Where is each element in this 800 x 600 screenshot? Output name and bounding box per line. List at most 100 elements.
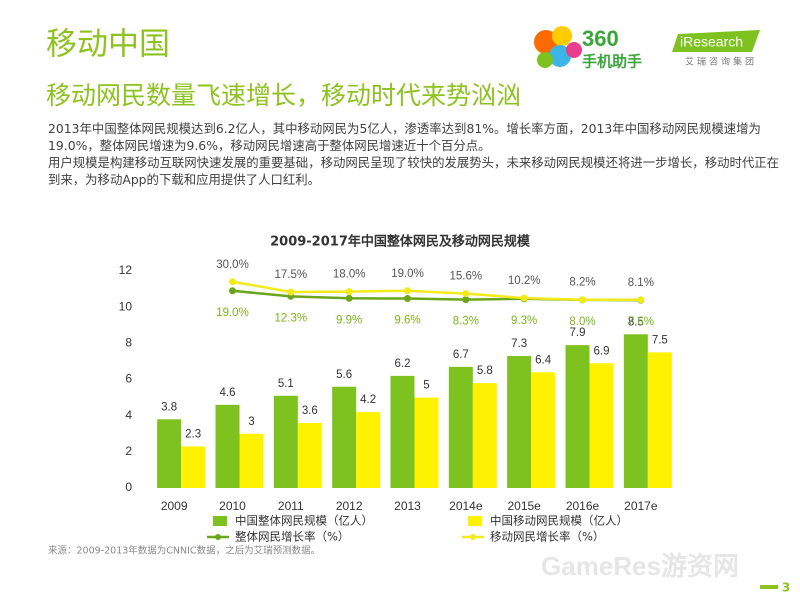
line-point bbox=[462, 296, 470, 304]
line bbox=[232, 280, 641, 302]
line-point bbox=[404, 287, 411, 295]
line-point bbox=[462, 290, 470, 298]
legend-marker bbox=[470, 534, 476, 540]
bar bbox=[623, 334, 648, 488]
bar-value-label: 2.3 bbox=[185, 428, 201, 440]
bar-value-label: 3 bbox=[248, 416, 254, 428]
bar bbox=[472, 383, 497, 488]
line-point bbox=[579, 296, 586, 304]
bar-value-label: 8.5 bbox=[628, 316, 644, 328]
chart-title: 2009-2017年中国整体网民及移动网民规模 bbox=[270, 234, 531, 250]
bar-value-label: 5.1 bbox=[278, 378, 294, 390]
bar-value-label: 4.6 bbox=[220, 387, 236, 399]
paragraph: 2013年中国整体网民规模达到6.2亿人，其中移动网民为5亿人，渗透率达到81%… bbox=[48, 121, 761, 153]
x-tick-label: 2015e bbox=[507, 499, 541, 513]
bar bbox=[589, 363, 614, 488]
bar-value-label: 3.6 bbox=[302, 405, 318, 417]
y-tick-label: 6 bbox=[125, 372, 132, 386]
legend-label: 移动网民增长率（%） bbox=[490, 530, 604, 544]
slide-subtitle: 移动网民数量飞速增长，移动时代来势汹汹 bbox=[46, 81, 521, 110]
bar-value-label: 7.5 bbox=[652, 334, 668, 346]
bar-value-label: 6.4 bbox=[535, 354, 552, 366]
watermark: GameRes游资网 bbox=[541, 551, 739, 581]
x-tick-label: 2016e bbox=[566, 499, 600, 513]
bar-value-label: 4.2 bbox=[360, 394, 376, 406]
legend-marker bbox=[468, 516, 482, 526]
bar bbox=[157, 419, 182, 488]
line-value-label: 8.3% bbox=[453, 316, 479, 328]
line-point bbox=[287, 288, 295, 296]
line-point bbox=[229, 287, 236, 295]
y-tick-label: 10 bbox=[119, 299, 133, 313]
bar bbox=[239, 433, 264, 488]
bar bbox=[181, 446, 206, 488]
line-value-label: 7.6% bbox=[628, 316, 654, 328]
bar bbox=[390, 375, 415, 488]
bar bbox=[215, 404, 240, 488]
line-value-label: 9.6% bbox=[394, 315, 420, 327]
legend-label: 中国整体网民规模（亿人） bbox=[235, 514, 373, 528]
bar-value-label: 6.7 bbox=[453, 349, 469, 361]
bar bbox=[414, 397, 439, 488]
x-tick-label: 2011 bbox=[278, 499, 304, 513]
logo-text: 360 bbox=[582, 26, 619, 51]
logo-sub: 手机助手 bbox=[582, 53, 642, 71]
slide-title: 移动中国 bbox=[46, 27, 170, 63]
paragraph: 用户规模是构建移动互联网快速发展的重要基础，移动网民呈现了较快的发展势头，未来移… bbox=[48, 155, 780, 187]
x-tick-label: 2013 bbox=[394, 499, 421, 513]
line-point bbox=[404, 295, 411, 303]
x-tick-label: 2012 bbox=[336, 499, 363, 513]
logo-iresearch: iResearch 艾瑞咨询集团 bbox=[672, 30, 760, 68]
x-tick-label: 2010 bbox=[219, 499, 246, 513]
bar bbox=[332, 386, 357, 488]
y-tick-label: 12 bbox=[119, 263, 133, 277]
line-point bbox=[345, 288, 353, 296]
bar-value-label: 7.9 bbox=[570, 327, 586, 339]
y-tick-label: 0 bbox=[125, 480, 132, 494]
x-tick-label: 2009 bbox=[161, 499, 188, 513]
brand-sub: 艾瑞咨询集团 bbox=[685, 56, 757, 68]
bar bbox=[356, 412, 381, 488]
y-tick-label: 2 bbox=[125, 444, 132, 458]
line-value-label: 8.0% bbox=[569, 316, 595, 328]
bar bbox=[297, 422, 322, 488]
line-value-label: 18.0% bbox=[333, 269, 366, 281]
line-value-label: 10.2% bbox=[508, 275, 541, 287]
bar bbox=[565, 345, 590, 488]
bar-value-label: 5 bbox=[423, 380, 429, 392]
brand: iResearch bbox=[680, 34, 743, 50]
line-point bbox=[637, 296, 645, 304]
y-tick-label: 4 bbox=[125, 408, 132, 422]
line-point bbox=[229, 278, 236, 286]
page-bar bbox=[760, 585, 778, 589]
line-value-label: 8.1% bbox=[628, 277, 654, 289]
line-value-label: 19.0% bbox=[391, 268, 424, 280]
line-value-label: 15.6% bbox=[450, 271, 483, 283]
line-value-label: 17.5% bbox=[275, 269, 308, 281]
bar-value-label: 5.6 bbox=[336, 369, 352, 381]
legend-label: 中国移动网民规模（亿人） bbox=[490, 514, 628, 528]
bar bbox=[448, 366, 473, 488]
page-number: 3 bbox=[782, 581, 790, 595]
line-value-label: 19.0% bbox=[216, 307, 249, 319]
bar bbox=[507, 355, 532, 488]
logo-360: 360 手机助手 bbox=[534, 26, 642, 71]
x-tick-label: 2014e bbox=[449, 499, 483, 513]
line-value-label: 8.2% bbox=[569, 277, 595, 289]
bar-value-label: 6.2 bbox=[395, 358, 411, 370]
bar-value-label: 7.3 bbox=[511, 338, 527, 350]
bar-value-label: 3.8 bbox=[161, 401, 177, 413]
legend-marker bbox=[213, 516, 227, 526]
source-note: 来源：2009-2013年数据为CNNIC数据，之后为艾瑞预测数据。 bbox=[48, 545, 320, 557]
bar bbox=[647, 352, 672, 488]
legend-marker bbox=[215, 534, 221, 540]
legend-label: 整体网民增长率（%） bbox=[235, 530, 349, 544]
bar bbox=[273, 395, 298, 488]
bar bbox=[531, 372, 556, 488]
body-text: 2013年中国整体网民规模达到6.2亿人，其中移动网民为5亿人，渗透率达到81%… bbox=[48, 120, 786, 188]
y-tick-label: 8 bbox=[125, 336, 132, 350]
bar-value-label: 6.9 bbox=[594, 345, 610, 357]
line-value-label: 12.3% bbox=[275, 312, 308, 324]
